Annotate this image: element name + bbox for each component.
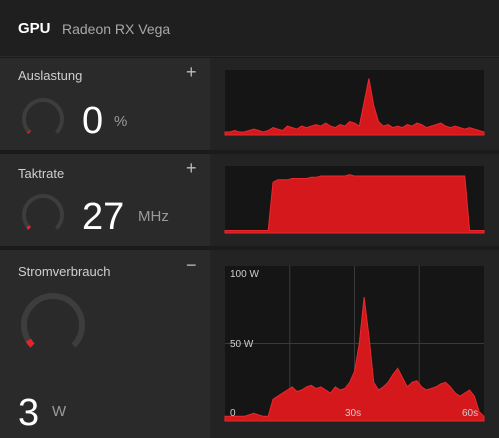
value-display: 27 xyxy=(82,196,125,238)
y-axis-label-zero: 0 xyxy=(230,408,236,419)
y-axis-label-max: 100 W xyxy=(230,269,259,280)
usage-graph xyxy=(224,70,485,136)
power-graph-area xyxy=(224,266,485,422)
panel-taktrate: Taktrate + 27 MHz xyxy=(0,154,499,246)
panel-left xyxy=(0,154,210,246)
gauge-track xyxy=(22,98,64,134)
clock-graph-area xyxy=(224,174,485,234)
unit-label: MHz xyxy=(138,208,169,225)
header: GPU Radeon RX Vega xyxy=(0,0,499,57)
value-display: 3 xyxy=(18,392,40,434)
expand-icon[interactable]: + xyxy=(186,62,197,82)
power-graph: 100 W 50 W 0 30s 60s xyxy=(224,266,485,422)
gauge-track xyxy=(22,194,64,230)
gauge-fill xyxy=(26,225,32,230)
expand-icon[interactable]: + xyxy=(186,158,197,178)
header-title[interactable]: GPU xyxy=(18,20,51,37)
graph-area xyxy=(224,296,485,422)
x-axis-label-end: 60s xyxy=(462,408,479,419)
collapse-icon[interactable]: − xyxy=(186,255,197,275)
y-axis-label-mid: 50 W xyxy=(230,339,254,350)
panel-left xyxy=(0,250,210,438)
panel-left xyxy=(0,58,210,150)
gauge-icon xyxy=(22,98,64,134)
graph-area xyxy=(224,174,485,234)
gauge-fill xyxy=(25,338,35,348)
panel-label: Stromverbrauch xyxy=(18,264,111,279)
panel-label: Auslastung xyxy=(18,68,83,83)
unit-label: % xyxy=(114,113,128,130)
usage-graph-area xyxy=(224,78,485,136)
gauge-icon xyxy=(22,194,64,230)
gauge-icon xyxy=(21,293,85,348)
gauge-track xyxy=(21,293,85,348)
clock-graph xyxy=(224,166,485,234)
panel-stromverbrauch: Stromverbrauch − 3 W 100 W 50 W 0 30s 60… xyxy=(0,250,499,438)
value-display: 0 xyxy=(82,100,104,142)
unit-label: W xyxy=(52,403,67,420)
panel-auslastung: Auslastung + 0 % xyxy=(0,58,499,150)
header-subtitle: Radeon RX Vega xyxy=(62,21,171,37)
gauge-fill xyxy=(27,130,31,134)
panel-label: Taktrate xyxy=(18,166,65,181)
x-axis-label-mid: 30s xyxy=(345,408,362,419)
graph-area xyxy=(224,78,485,136)
